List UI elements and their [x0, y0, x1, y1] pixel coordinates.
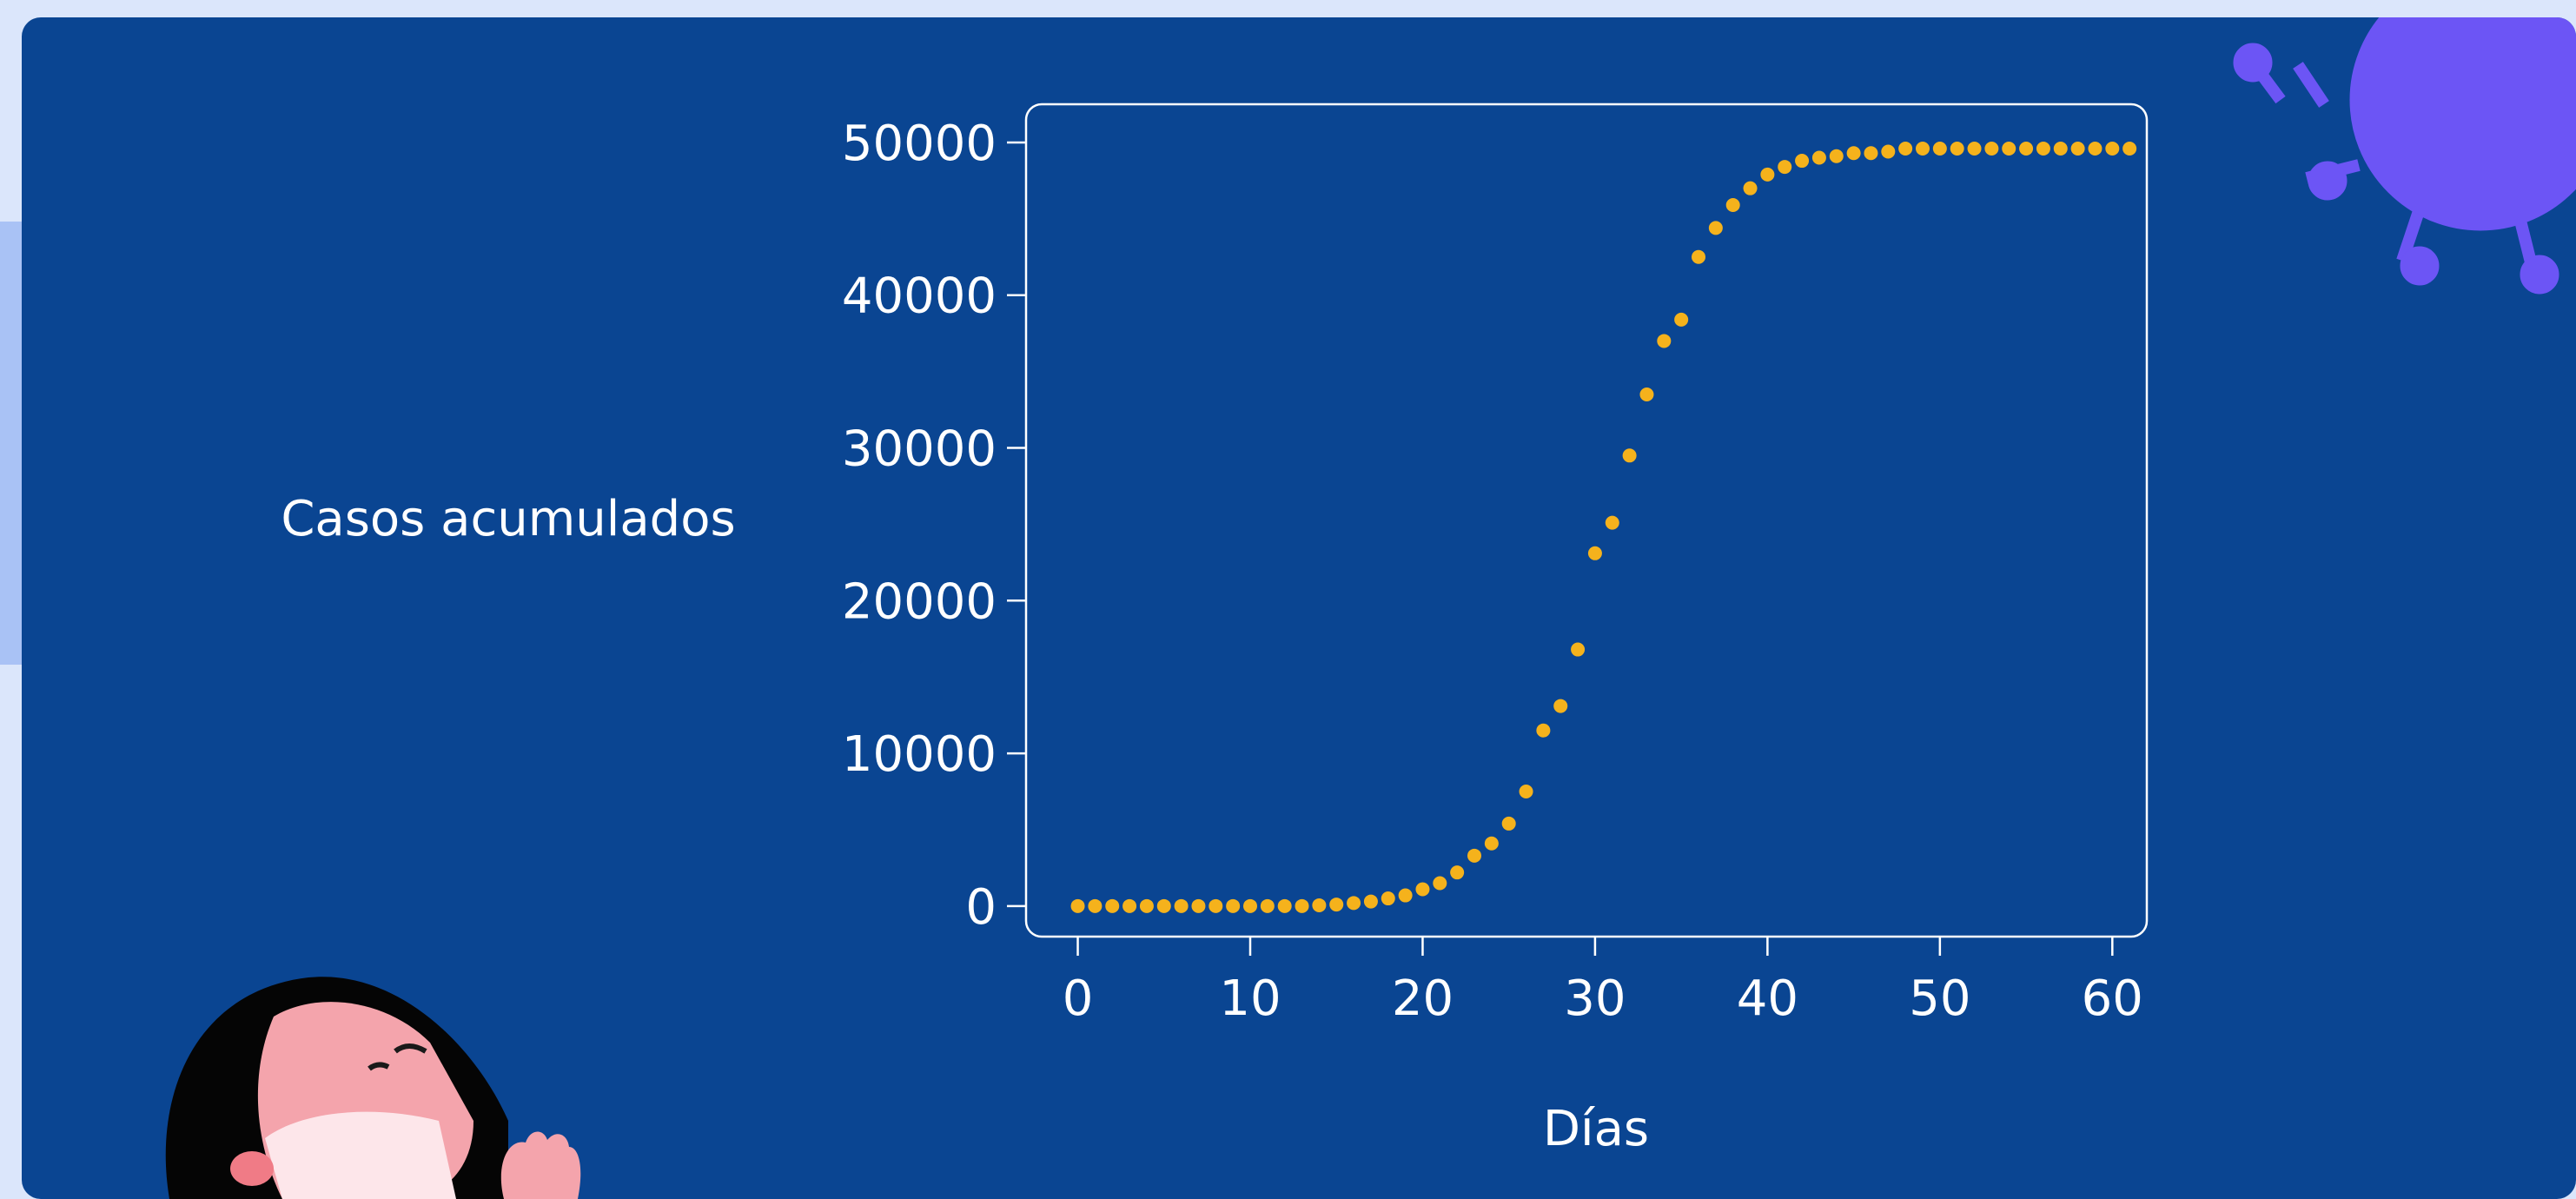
data-point	[1932, 141, 1947, 156]
data-point	[1260, 898, 1275, 913]
data-point	[1657, 334, 1672, 348]
data-point	[1243, 898, 1257, 913]
data-point	[1070, 898, 1085, 913]
data-point	[1277, 898, 1292, 913]
data-point	[1347, 896, 1361, 911]
data-point	[1191, 898, 1206, 913]
y-tick-label: 50000	[842, 116, 997, 172]
data-point	[1811, 150, 1826, 165]
data-point	[2088, 141, 2103, 156]
y-tick-label: 30000	[842, 421, 997, 478]
data-point	[2002, 141, 2016, 156]
data-point	[2036, 141, 2050, 156]
data-point	[1139, 898, 1154, 913]
person-with-mask-illustration	[165, 977, 581, 1199]
data-point	[1553, 699, 1568, 713]
data-point	[1846, 146, 1861, 161]
y-tick-label: 10000	[842, 726, 997, 783]
data-point	[1174, 898, 1189, 913]
data-point	[1898, 141, 1913, 156]
data-point	[1881, 144, 1896, 159]
data-point	[2105, 141, 2120, 156]
x-tick-label: 10	[1219, 970, 1281, 1027]
data-point	[1605, 515, 1619, 530]
x-tick-label: 40	[1737, 970, 1798, 1027]
data-points	[1070, 141, 2137, 913]
data-point	[1587, 546, 1602, 560]
data-point	[1829, 149, 1844, 163]
data-point	[1501, 816, 1516, 831]
data-point	[1967, 141, 1982, 156]
data-point	[2122, 141, 2137, 156]
x-tick-label: 30	[1564, 970, 1626, 1027]
data-point	[1864, 146, 1878, 161]
data-point	[1571, 642, 1586, 657]
data-point	[1725, 198, 1740, 213]
axis-ticks: 0 10000 20000 30000 40000 50000 0 10 20 30 40 50 60	[842, 116, 2143, 1027]
data-point	[1484, 836, 1499, 851]
y-axis-label: Casos acumulados	[281, 491, 735, 547]
data-point	[1519, 785, 1533, 799]
data-point	[1778, 160, 1792, 175]
data-point	[1105, 898, 1120, 913]
data-point	[2019, 141, 2034, 156]
y-tick-label: 20000	[842, 573, 997, 630]
data-point	[1363, 894, 1378, 909]
data-point	[1467, 848, 1481, 863]
data-point	[1536, 723, 1551, 738]
data-point	[1312, 898, 1327, 912]
data-point	[1984, 141, 1999, 156]
data-point	[1639, 387, 1654, 401]
data-point	[1622, 448, 1637, 463]
virus-illustration	[2233, 17, 2576, 295]
data-point	[1916, 141, 1930, 156]
data-point	[1398, 888, 1413, 903]
data-point	[1226, 898, 1241, 913]
data-point	[1156, 898, 1171, 913]
data-point	[2053, 141, 2068, 156]
data-point	[1692, 249, 1705, 264]
plot-frame	[1024, 103, 2149, 938]
data-point	[1450, 865, 1465, 880]
x-axis-label: Días	[1543, 1101, 1649, 1157]
data-point	[1760, 167, 1775, 182]
chart-card: 0 10000 20000 30000 40000 50000 0 10 20 30 40 50 60 …	[22, 17, 2576, 1199]
data-point	[1743, 181, 1758, 195]
data-point	[1674, 312, 1689, 327]
y-tick-label: 40000	[842, 268, 997, 325]
x-tick-label: 20	[1392, 970, 1454, 1027]
data-point	[1209, 898, 1223, 913]
data-point	[1088, 898, 1103, 913]
data-point	[1708, 221, 1723, 235]
x-tick-label: 60	[2082, 970, 2143, 1027]
data-point	[1415, 882, 1430, 897]
data-point	[2070, 141, 2085, 156]
data-point	[1950, 141, 1964, 156]
data-point	[1329, 898, 1344, 912]
data-point	[1795, 154, 1810, 169]
y-tick-label: 0	[965, 879, 997, 936]
x-tick-label: 50	[1909, 970, 1970, 1027]
data-point	[1122, 898, 1137, 913]
data-point	[1295, 898, 1309, 913]
x-tick-label: 0	[1063, 970, 1094, 1027]
data-point	[1433, 876, 1447, 891]
data-point	[1381, 891, 1395, 906]
